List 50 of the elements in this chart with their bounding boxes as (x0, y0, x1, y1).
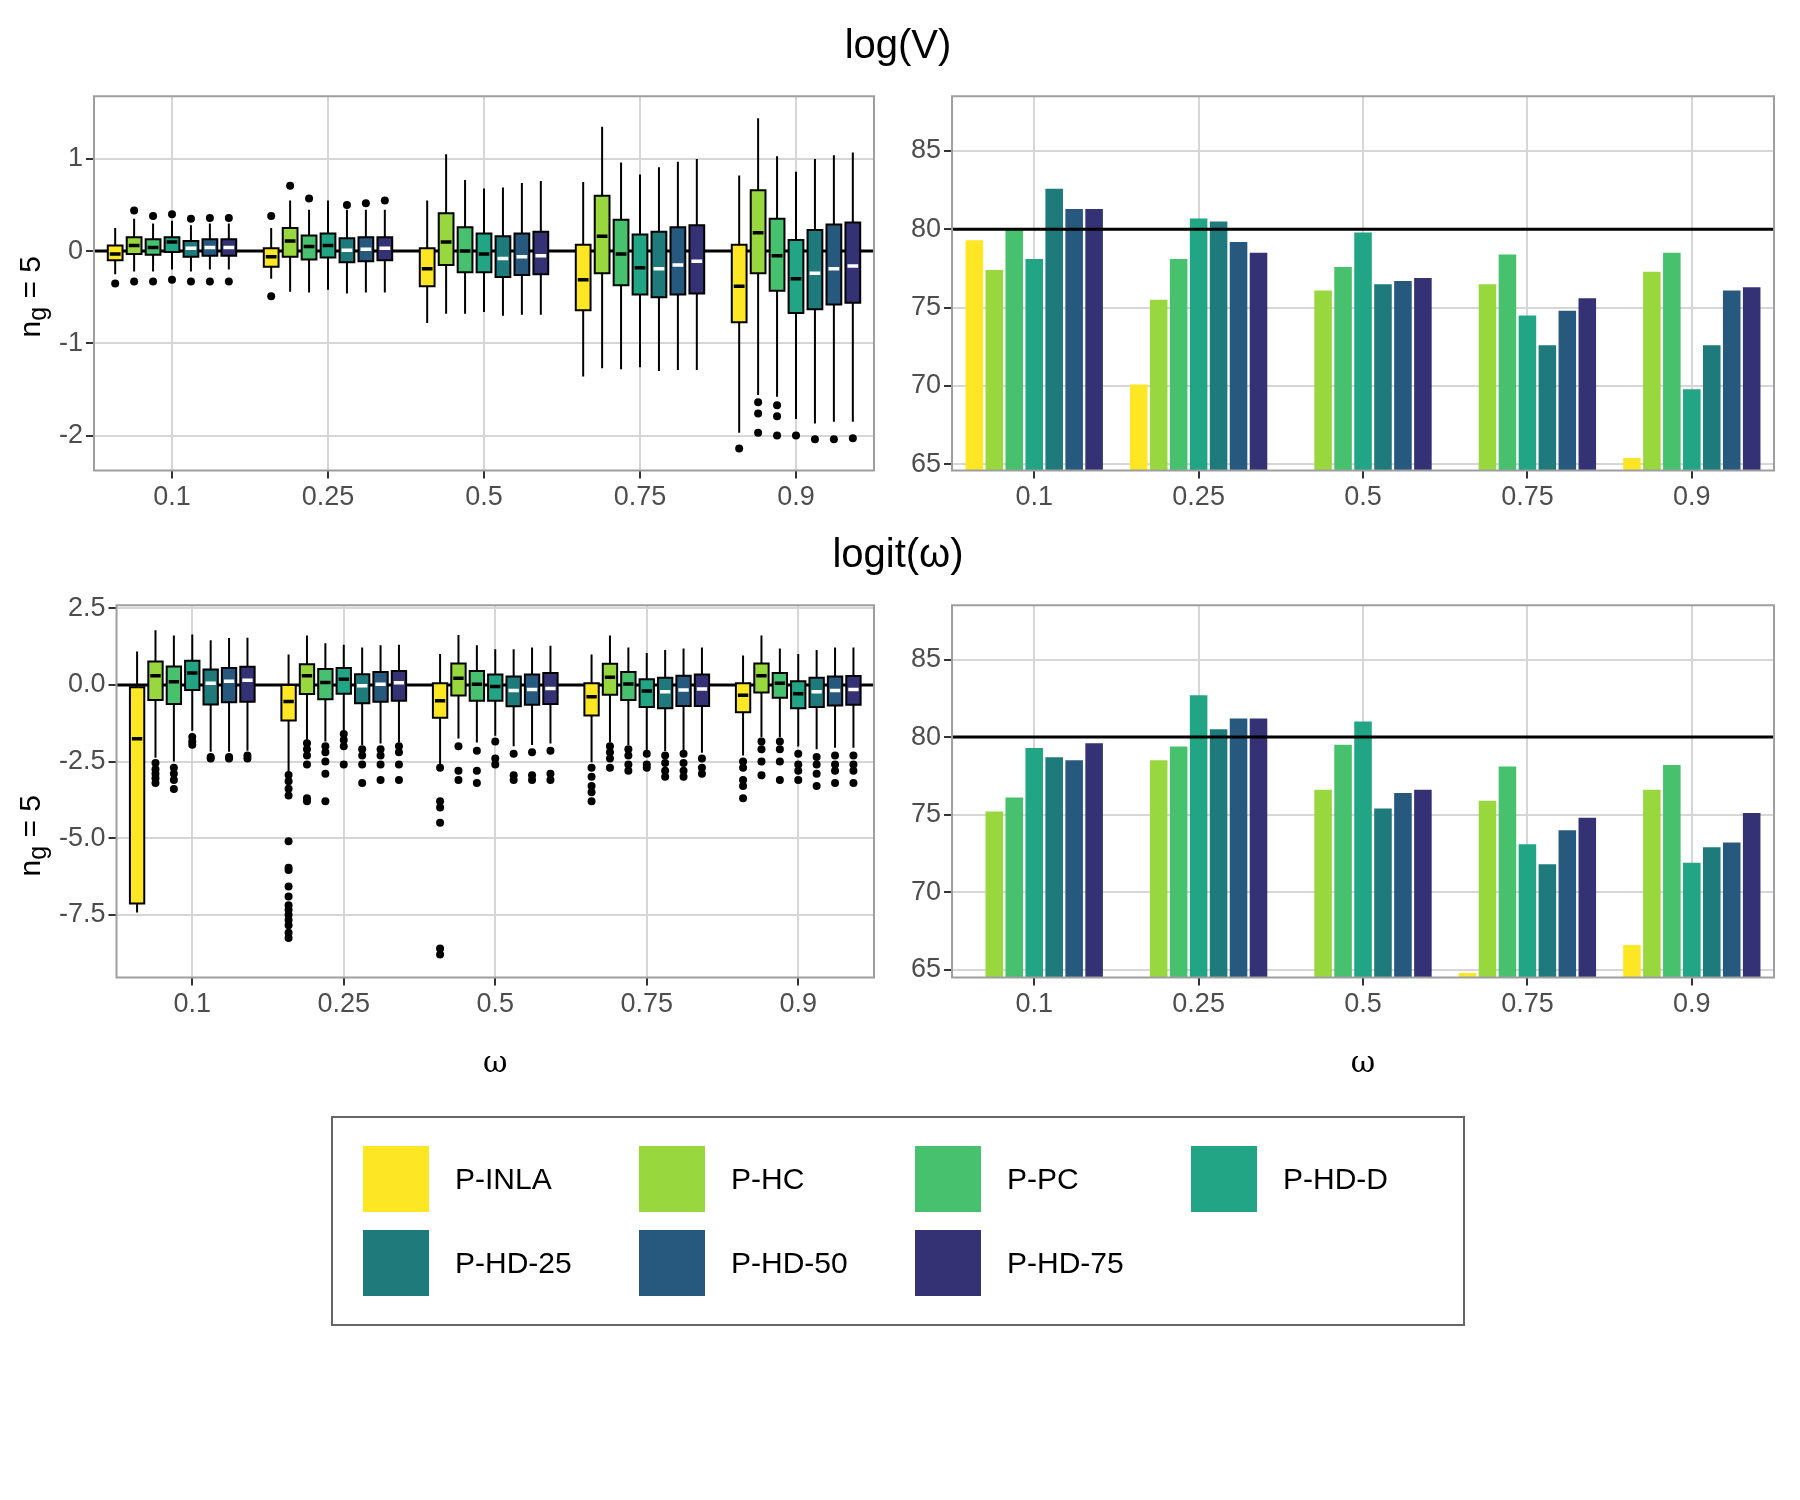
x-tick-label: 0.75 (620, 988, 674, 1019)
x-axis-title: ω (483, 1043, 508, 1079)
x-tick-label: 0.9 (779, 988, 818, 1019)
x-tick-label: 0.75 (1501, 481, 1554, 512)
y-tick-label: 80 (910, 212, 942, 243)
x-tick-label: 0.75 (1501, 988, 1554, 1019)
x-tick-label: 0.5 (1344, 988, 1382, 1019)
x-axis-title: ω (1350, 1043, 1376, 1079)
x-tick-label: 0.9 (1673, 481, 1711, 512)
y-tick-label: -5.0 (58, 821, 106, 852)
x-tick-label: 0.25 (301, 481, 355, 512)
y-tick-label: -2 (58, 419, 84, 450)
y-tick-label: 70 (910, 875, 942, 906)
legend-label: P-HC (731, 1162, 806, 1196)
x-tick-label: 0.25 (1172, 481, 1225, 512)
legend-label: P-HD-25 (455, 1246, 573, 1280)
y-tick-label: -1 (58, 326, 84, 357)
y-tick-label: 75 (910, 291, 942, 322)
chart-title: logit(ω) (831, 530, 965, 577)
legend-label: P-PC (1007, 1162, 1080, 1196)
y-tick-label: 0 (67, 234, 84, 265)
x-tick-label: 0.1 (1015, 988, 1053, 1019)
x-tick-label: 0.1 (153, 481, 191, 512)
x-tick-label: 0.1 (173, 988, 212, 1019)
y-tick-label: -7.5 (58, 898, 106, 929)
x-tick-label: 0.5 (1344, 481, 1382, 512)
y-tick-label: 2.5 (67, 591, 106, 622)
y-tick-label: 85 (910, 134, 942, 165)
y-tick-label: 75 (910, 798, 942, 829)
x-tick-label: 0.9 (1673, 988, 1711, 1019)
legend-label: P-HD-50 (731, 1246, 849, 1280)
y-tick-label: -2.5 (58, 744, 106, 775)
y-tick-label: 65 (910, 447, 942, 478)
y-tick-label: 1 (67, 142, 84, 173)
x-tick-label: 0.25 (1172, 988, 1225, 1019)
x-tick-label: 0.75 (613, 481, 667, 512)
legend-label: P-HD-D (1283, 1162, 1389, 1196)
y-tick-label: 85 (910, 642, 942, 673)
x-tick-label: 0.5 (465, 481, 503, 512)
x-tick-label: 0.9 (777, 481, 815, 512)
legend-label: P-HD-75 (1007, 1246, 1125, 1280)
legend-label: P-INLA (455, 1162, 553, 1196)
x-tick-label: 0.5 (476, 988, 515, 1019)
x-tick-label: 0.1 (1015, 481, 1053, 512)
chart-title: log(V) (843, 21, 953, 68)
y-tick-label: 0.0 (67, 668, 106, 699)
x-tick-label: 0.25 (317, 988, 371, 1019)
y-tick-label: 80 (910, 720, 942, 751)
y-tick-label: 70 (910, 369, 942, 400)
y-tick-label: 65 (910, 953, 942, 984)
